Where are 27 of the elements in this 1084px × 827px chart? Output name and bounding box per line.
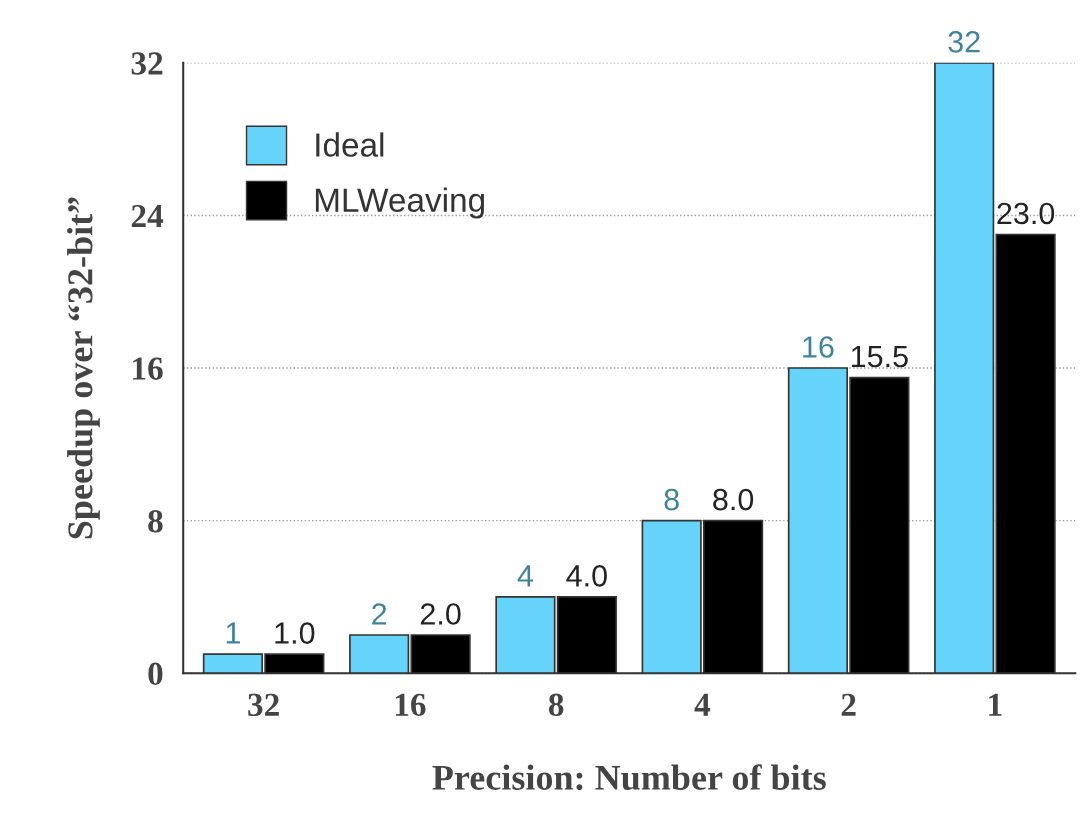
- data-label: 4: [517, 565, 534, 587]
- data-label: 2.0: [420, 603, 461, 625]
- data-label: 15.5: [851, 346, 908, 368]
- x-tick-label: 16: [395, 693, 426, 717]
- x-tick-label: 1: [989, 693, 1002, 716]
- data-label: 23.0: [997, 202, 1055, 225]
- y-tick-label: 24: [131, 204, 164, 227]
- x-tick-label: 8: [548, 693, 564, 717]
- data-label: 1: [226, 622, 240, 644]
- y-tick-label: 32: [131, 52, 163, 75]
- data-label: 8.0: [713, 488, 754, 511]
- data-label: 8: [664, 488, 679, 511]
- x-tick-label: 32: [248, 693, 279, 717]
- y-axis-title: Speedup over “32-bit”: [67, 197, 100, 539]
- data-label: 1.0: [275, 622, 315, 644]
- legend-label: Ideal: [316, 132, 384, 157]
- data-label: 16: [803, 336, 834, 358]
- x-tick-label: 4: [694, 693, 711, 716]
- x-tick-label: 2: [841, 693, 856, 716]
- data-label: 2: [372, 603, 387, 625]
- data-label: 32: [948, 31, 980, 53]
- y-tick-label: 8: [148, 509, 163, 533]
- x-axis-title: Precision: Number of bits: [432, 764, 826, 791]
- y-tick-label: 0: [148, 662, 163, 686]
- data-label: 4.0: [566, 565, 607, 587]
- legend-label: MLWeaving: [315, 187, 484, 219]
- y-tick-label: 16: [133, 357, 163, 380]
